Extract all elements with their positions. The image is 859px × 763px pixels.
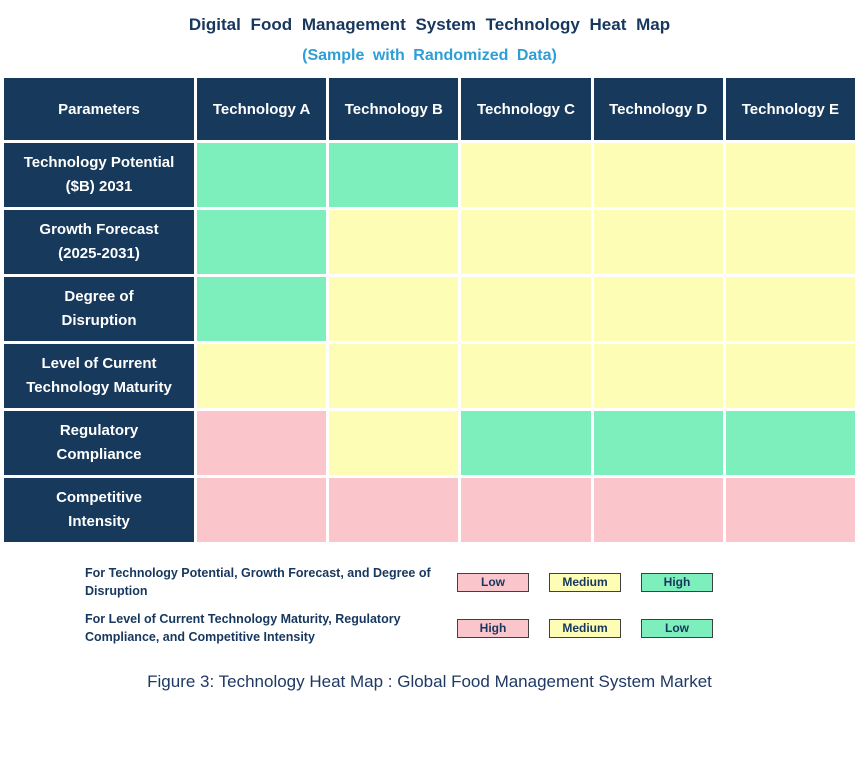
row-header: Technology Potential ($B) 2031 (4, 143, 194, 207)
legend-swatch-pink: High (457, 619, 529, 638)
heatmap-cell-yellow (725, 143, 855, 207)
heatmap-cell-yellow (461, 277, 591, 341)
heatmap-cell-pink (329, 478, 459, 542)
row-header: Level of Current Technology Maturity (4, 344, 194, 408)
table-row: Degree of Disruption (4, 277, 855, 341)
heatmap-cell-yellow (329, 411, 459, 475)
legend-swatch-pink: Low (457, 573, 529, 592)
table-row: Competitive Intensity (4, 478, 855, 542)
header-row: Parameters Technology A Technology B Techno… (4, 78, 855, 140)
heatmap-cell-green (197, 277, 327, 341)
heatmap-cell-pink (725, 478, 855, 542)
heatmap-cell-pink (197, 411, 327, 475)
legend-label: For Level of Current Technology Maturity… (85, 612, 401, 644)
row-header: Competitive Intensity (4, 478, 194, 542)
heatmap-cell-yellow (329, 210, 459, 274)
heatmap-cell-green (197, 143, 327, 207)
legend-label: For Technology Potential, Growth Forecas… (85, 566, 431, 598)
legend-group-potential-growth-disruption: For Technology Potential, Growth Forecas… (85, 565, 859, 600)
legend-swatch-yellow: Medium (549, 619, 621, 638)
heatmap-table: Parameters Technology A Technology B Techno… (1, 75, 858, 545)
row-header: Growth Forecast (2025-2031) (4, 210, 194, 274)
legend-group-maturity-compliance-intensity: For Level of Current Technology Maturity… (85, 611, 859, 646)
heatmap-cell-yellow (329, 277, 459, 341)
heatmap-cell-yellow (593, 277, 723, 341)
heatmap-cell-yellow (725, 277, 855, 341)
column-header: Technology D (593, 78, 723, 140)
heatmap-cell-yellow (593, 344, 723, 408)
heatmap-cell-yellow (461, 143, 591, 207)
column-header: Technology B (329, 78, 459, 140)
row-header-column-title: Parameters (4, 78, 194, 140)
heatmap-cell-yellow (461, 210, 591, 274)
column-header: Technology A (197, 78, 327, 140)
heatmap-cell-green (725, 411, 855, 475)
legend-swatch-yellow: Medium (549, 573, 621, 592)
heatmap-cell-green (329, 143, 459, 207)
heatmap-cell-yellow (725, 344, 855, 408)
heatmap-header: Parameters Technology A Technology B Techno… (4, 78, 855, 140)
heatmap-cell-pink (461, 478, 591, 542)
table-row: Growth Forecast (2025-2031) (4, 210, 855, 274)
heatmap-cell-pink (593, 478, 723, 542)
legend-swatch-green: High (641, 573, 713, 592)
heatmap-cell-pink (197, 478, 327, 542)
legend-swatch-green: Low (641, 619, 713, 638)
page-subtitle: (Sample with Randomized Data) (302, 47, 557, 64)
column-header: Technology C (461, 78, 591, 140)
legend-swatches: High Medium Low (457, 619, 713, 638)
heatmap-cell-yellow (725, 210, 855, 274)
heatmap-cell-green (461, 411, 591, 475)
table-row: Regulatory Compliance (4, 411, 855, 475)
heatmap-cell-green (197, 210, 327, 274)
legend: For Technology Potential, Growth Forecas… (85, 565, 859, 646)
legend-swatches: Low Medium High (457, 573, 713, 592)
heatmap-cell-green (593, 411, 723, 475)
heatmap-cell-yellow (593, 210, 723, 274)
heatmap-cell-yellow (593, 143, 723, 207)
table-row: Level of Current Technology Maturity (4, 344, 855, 408)
page-title: Digital Food Management System Technolog… (188, 15, 671, 34)
table-row: Technology Potential ($B) 2031 (4, 143, 855, 207)
heatmap-cell-yellow (197, 344, 327, 408)
heatmap-cell-yellow (329, 344, 459, 408)
row-header: Regulatory Compliance (4, 411, 194, 475)
figure-caption: Figure 3: Technology Heat Map : Global F… (147, 672, 712, 691)
row-header: Degree of Disruption (4, 277, 194, 341)
heatmap-body: Technology Potential ($B) 2031 Growth For… (4, 143, 855, 542)
column-header: Technology E (725, 78, 855, 140)
heatmap-cell-yellow (461, 344, 591, 408)
